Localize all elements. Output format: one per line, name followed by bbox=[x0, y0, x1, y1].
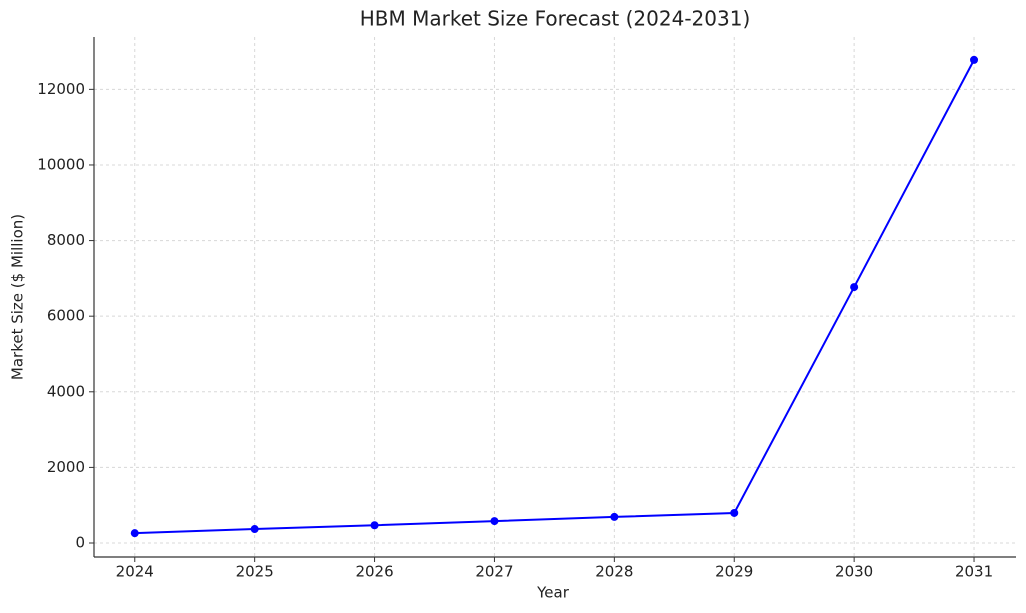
data-point bbox=[850, 283, 859, 292]
data-point bbox=[610, 512, 619, 521]
y-tick-label: 10000 bbox=[37, 155, 85, 173]
data-point bbox=[370, 521, 379, 530]
x-tick-label: 2024 bbox=[116, 563, 154, 581]
y-tick-label: 0 bbox=[75, 534, 85, 552]
data-line bbox=[134, 59, 975, 535]
data-point bbox=[250, 525, 259, 534]
x-tick-label: 2030 bbox=[835, 563, 873, 581]
x-tick-label: 2031 bbox=[955, 563, 993, 581]
x-axis-label: Year bbox=[536, 584, 570, 602]
x-tick-label: 2025 bbox=[236, 563, 274, 581]
data-point bbox=[130, 529, 139, 538]
x-tick-label: 2029 bbox=[715, 563, 753, 581]
x-tick-label: 2027 bbox=[475, 563, 513, 581]
y-tick-label: 6000 bbox=[47, 307, 85, 325]
y-tick-label: 2000 bbox=[47, 458, 85, 476]
y-axis-label: Market Size ($ Million) bbox=[9, 214, 27, 380]
x-tick-label: 2026 bbox=[355, 563, 393, 581]
data-point bbox=[490, 517, 499, 526]
x-tick-label: 2028 bbox=[595, 563, 633, 581]
y-tick-label: 4000 bbox=[47, 382, 85, 400]
chart-title: HBM Market Size Forecast (2024-2031) bbox=[360, 7, 751, 31]
y-tick-label: 12000 bbox=[37, 80, 85, 98]
y-tick-label: 8000 bbox=[47, 231, 85, 249]
data-point bbox=[730, 508, 739, 517]
data-point bbox=[970, 55, 979, 64]
